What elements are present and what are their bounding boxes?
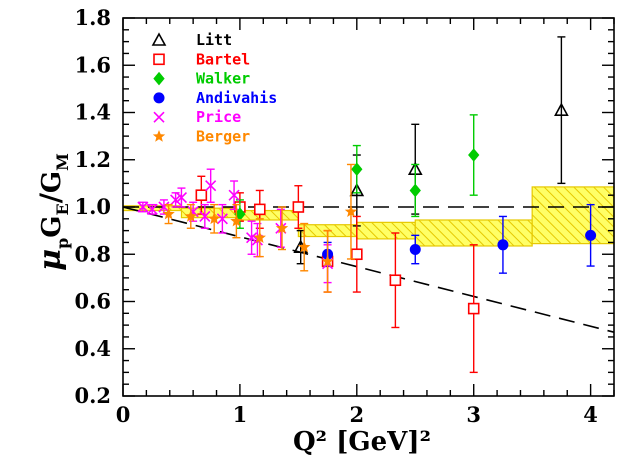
x-tick-label: 1 <box>233 402 248 427</box>
data-point <box>351 248 363 261</box>
x-tick-label: 2 <box>349 402 364 427</box>
series-walker <box>234 114 480 229</box>
y-tick-label: 1.4 <box>74 100 111 125</box>
band-5 <box>414 219 533 247</box>
band-4 <box>356 221 416 240</box>
legend-label: Andivahis <box>196 89 277 107</box>
legend-item-bartel: Bartel <box>153 50 250 68</box>
data-point <box>208 212 221 225</box>
y-tick-label: 0.8 <box>74 241 111 266</box>
legend-label: Berger <box>196 128 250 146</box>
legend-item-andivahis: Andivahis <box>153 89 277 107</box>
data-point <box>321 254 334 267</box>
data-point <box>292 201 305 213</box>
data-point <box>585 229 597 241</box>
band-2 <box>239 209 299 221</box>
data-point <box>467 302 480 315</box>
data-point <box>175 191 188 204</box>
y-tick-label: 0.2 <box>74 383 111 408</box>
data-point <box>230 214 243 227</box>
legend-item-berger: Berger <box>152 128 250 146</box>
data-point <box>162 207 175 220</box>
data-point <box>344 205 358 217</box>
y-tick-label: 1.6 <box>74 52 111 77</box>
band-6 <box>531 186 615 245</box>
data-series <box>137 36 597 374</box>
legend-marker <box>153 53 165 66</box>
data-point <box>409 183 421 198</box>
legend-item-litt: Litt <box>151 31 232 49</box>
data-point <box>228 189 240 201</box>
x-tick-label: 0 <box>116 402 131 427</box>
legend-label: Litt <box>196 31 232 49</box>
y-tick-label: 0.6 <box>74 289 111 314</box>
data-point <box>137 201 149 213</box>
legend-item-price: Price <box>153 108 241 126</box>
data-point <box>253 203 266 216</box>
data-point <box>199 210 211 223</box>
data-point <box>409 244 421 256</box>
y-axis-title: μpGE/GM <box>33 153 72 271</box>
data-point <box>146 203 158 215</box>
series-andivahis <box>322 203 597 274</box>
legend-item-walker: Walker <box>153 70 250 88</box>
data-point <box>205 180 217 192</box>
series-berger <box>162 163 358 293</box>
data-point <box>246 232 258 244</box>
legend-marker <box>153 92 165 104</box>
data-point <box>170 194 182 206</box>
data-point <box>349 182 365 197</box>
data-point <box>298 240 311 253</box>
y-tick-label: 0.4 <box>74 336 111 361</box>
legend-marker <box>153 71 165 86</box>
data-point <box>158 201 170 213</box>
legend-marker <box>153 111 165 123</box>
data-point <box>275 221 289 234</box>
data-point <box>184 209 197 222</box>
axes: 0 1 2 3 4 0.2 0.4 0.6 0.8 1.0 1.2 1.4 1.6 1.8 <box>74 5 615 427</box>
legend-marker <box>152 130 166 142</box>
data-point <box>216 213 228 225</box>
legend-label: Bartel <box>196 50 250 68</box>
data-point <box>389 274 402 287</box>
legend-marker <box>151 32 167 46</box>
y-tick-label: 1.2 <box>74 147 111 172</box>
axis-titles: Q² [GeV]² μpGE/GM <box>33 153 431 457</box>
legend-label: Walker <box>196 70 250 88</box>
series-bartel <box>195 175 480 374</box>
y-tick-label: 1.8 <box>74 5 111 30</box>
data-point <box>195 189 208 201</box>
data-point <box>468 148 480 162</box>
data-point <box>554 102 569 116</box>
data-point <box>351 162 363 176</box>
x-axis-title: Q² [GeV]² <box>293 427 431 457</box>
data-point <box>253 231 266 243</box>
x-tick-label: 4 <box>583 402 598 427</box>
data-point <box>497 239 509 251</box>
legend-label: Price <box>196 108 241 126</box>
y-tick-label: 1.0 <box>74 194 111 219</box>
x-tick-label: 3 <box>466 402 481 427</box>
